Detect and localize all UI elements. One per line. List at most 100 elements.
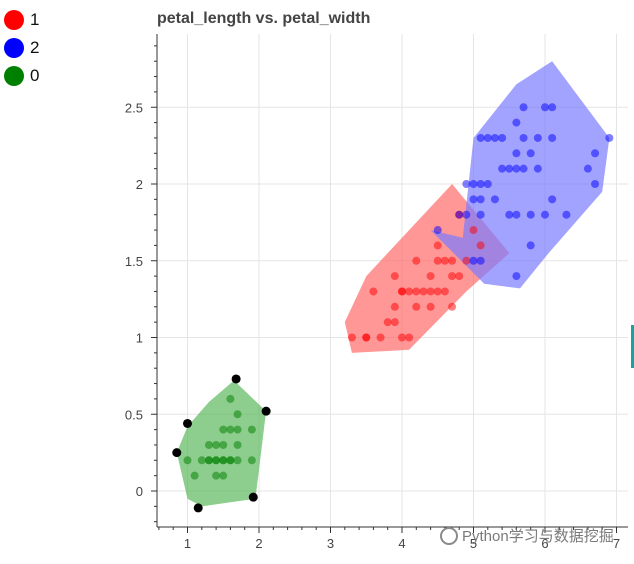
point-2: [462, 180, 471, 188]
point-1: [448, 272, 457, 281]
point-0: [190, 471, 199, 480]
y-tick-label: 2.5: [125, 100, 143, 115]
point-1: [448, 302, 457, 311]
watermark: Python学习与数据挖掘: [440, 525, 614, 546]
point-2: [519, 164, 528, 173]
point-1: [390, 318, 399, 327]
y-tick-label: 1.5: [125, 254, 143, 269]
hull-2: [430, 61, 610, 289]
point-2: [433, 226, 442, 235]
point-2: [476, 180, 485, 188]
legend-swatch: [4, 10, 24, 30]
point-1: [433, 287, 442, 296]
point-2: [583, 164, 592, 173]
point-1: [455, 272, 464, 281]
edge-strip: [631, 325, 634, 368]
point-0: [233, 456, 242, 465]
point-0: [233, 440, 242, 449]
point-0: [212, 456, 221, 465]
point-2: [526, 210, 535, 219]
point-1: [433, 256, 442, 265]
point-1: [398, 287, 406, 296]
point-1: [440, 287, 449, 296]
point-0: [247, 425, 256, 434]
point-2: [490, 195, 499, 204]
point-0: [212, 440, 221, 449]
x-tick-label: 3: [327, 536, 334, 551]
x-tick-label: 5: [470, 536, 477, 551]
point-1: [405, 287, 414, 296]
point-0: [233, 425, 242, 434]
legend-label: 0: [30, 66, 40, 85]
y-tick-label: 0: [136, 484, 143, 499]
point-1: [433, 241, 442, 250]
legend-item-2[interactable]: 2: [4, 34, 39, 62]
hull-vertex-point: [183, 418, 192, 428]
hull-vertex-point: [248, 492, 258, 502]
point-0: [219, 440, 228, 449]
wechat-icon: [440, 526, 458, 545]
point-2: [462, 210, 471, 219]
point-2: [533, 133, 542, 142]
point-1: [412, 256, 421, 265]
point-1: [390, 272, 399, 281]
point-2: [526, 149, 535, 158]
point-1: [362, 333, 371, 342]
point-1: [398, 333, 406, 342]
point-1: [448, 256, 457, 265]
point-1: [390, 302, 399, 311]
x-tick-label: 1: [184, 536, 191, 551]
point-0: [197, 456, 206, 465]
point-2: [512, 149, 521, 158]
x-tick-label: 2: [255, 536, 262, 551]
point-1: [426, 287, 435, 296]
point-0: [204, 456, 213, 465]
point-2: [476, 195, 485, 204]
point-2: [505, 164, 514, 173]
point-1: [426, 302, 435, 311]
point-1: [412, 302, 421, 311]
point-1: [440, 256, 449, 265]
point-2: [512, 210, 521, 219]
point-2: [498, 133, 507, 142]
point-0: [226, 456, 235, 465]
point-1: [412, 287, 421, 296]
point-0: [212, 471, 221, 480]
x-tick-label: 7: [613, 536, 620, 551]
point-1: [369, 287, 378, 296]
point-2: [541, 103, 549, 112]
watermark-text: Python学习与数据挖掘: [462, 528, 614, 545]
point-2: [605, 133, 614, 142]
legend: 1 2 0: [4, 6, 39, 90]
point-2: [519, 133, 528, 142]
point-2: [533, 164, 542, 173]
y-tick-label: 2: [136, 177, 143, 192]
point-2: [469, 195, 478, 204]
legend-label: 1: [30, 10, 40, 29]
point-2: [476, 256, 485, 265]
point-0: [183, 456, 192, 465]
point-2: [548, 133, 557, 142]
point-0: [219, 425, 228, 434]
hull-vertex-point: [231, 374, 241, 384]
point-1: [419, 287, 428, 296]
point-2: [476, 210, 485, 219]
point-0: [219, 471, 228, 480]
point-2: [541, 210, 549, 219]
point-0: [226, 425, 235, 434]
point-2: [483, 180, 492, 188]
point-0: [226, 394, 235, 403]
legend-swatch: [4, 66, 24, 86]
point-2: [562, 210, 571, 219]
point-2: [519, 103, 528, 112]
legend-item-1[interactable]: 1: [4, 6, 39, 34]
point-2: [548, 195, 557, 204]
point-2: [469, 256, 478, 265]
legend-swatch: [4, 38, 24, 58]
hull-vertex-point: [172, 448, 182, 458]
legend-item-0[interactable]: 0: [4, 62, 39, 90]
data-points: [172, 103, 614, 513]
hull-vertex-point: [261, 406, 271, 416]
point-2: [512, 272, 521, 281]
